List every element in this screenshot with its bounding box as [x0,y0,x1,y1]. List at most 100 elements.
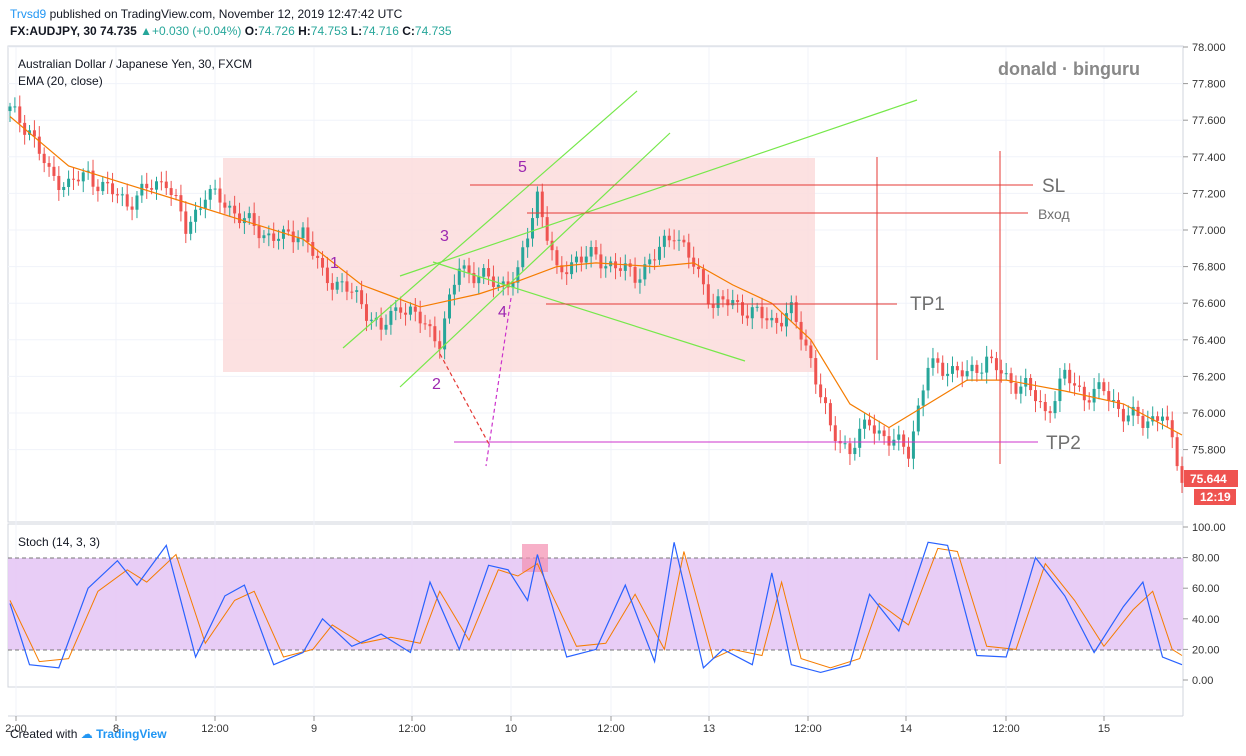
candle-body [721,296,725,300]
candle-body [184,211,188,234]
price-tick-label: 77.000 [1192,225,1226,237]
main-pane-title: Australian Dollar / Japanese Yen, 30, FX… [18,57,252,71]
candle-body [477,276,481,284]
candle-body [96,186,100,192]
candle-body [364,304,368,321]
candle-body [955,366,959,371]
candle-body [1180,466,1184,483]
candle-body [780,322,784,327]
candle-body [867,419,871,426]
candle-body [1073,383,1077,386]
candle-body [936,358,940,363]
trend-line-4[interactable] [432,261,746,362]
candle-body [643,264,647,280]
candle-body [345,281,349,292]
trend-line-3[interactable] [399,99,918,277]
candle-body [13,106,17,108]
candle-body [994,358,998,371]
candle-body [120,194,124,196]
time-tick-label: 10 [505,723,517,735]
candle-body [677,239,681,241]
candle-body [394,307,398,311]
price-axis-ticks: 78.000 77.800 77.600 77.400 77.200 77.000 76.8… [1183,42,1226,457]
author-link[interactable]: Trvsd9 [10,7,47,21]
candle-body [218,188,222,203]
candle-body [52,166,56,176]
candle-body [208,188,212,200]
candle-body [1175,437,1179,467]
candle-body [736,300,740,303]
candle-body [1009,373,1013,384]
candle-body [1126,415,1130,422]
candle-body [682,239,686,243]
candle-body [325,267,329,284]
trend-lines[interactable] [342,90,918,388]
candle-body [745,315,749,319]
candle-body [858,428,862,448]
candle-body [926,367,930,391]
candle-body [570,262,574,275]
candle-body [457,268,461,285]
candle-body [716,296,720,308]
tradingview-brand-link[interactable]: TradingView [96,727,167,741]
candle-body [467,265,471,274]
price-tick-label: 78.000 [1192,42,1226,54]
candle-body [848,443,852,455]
candle-body [76,179,80,182]
candle-body [863,419,867,429]
candle-body [985,356,989,373]
trend-line-2[interactable] [399,132,671,388]
candle-body [389,310,393,325]
stoch-tick-label: 40.00 [1192,614,1220,626]
candle-body [701,269,705,285]
ema-indicator-label: EMA (20, close) [18,74,103,88]
dashed-projection-magenta[interactable] [485,297,512,467]
time-tick-label: 12:00 [992,723,1020,735]
candle-body [1004,373,1008,375]
candle-body [1107,391,1111,401]
candle-body [1146,421,1150,428]
high-value: 74.753 [310,24,348,38]
sl-label: SL [1042,176,1065,197]
candle-body [399,307,403,313]
candle-body [159,181,163,183]
candle-body [804,339,808,346]
candle-body [482,268,486,277]
stoch-tick-label: 20.00 [1192,644,1220,656]
candle-body [316,255,320,258]
candle-body [487,268,491,277]
candle-body [428,324,432,327]
level-lines[interactable] [470,151,1033,464]
candle-body [1156,416,1160,421]
candle-body [1117,400,1121,409]
candle-body [306,227,310,242]
candle-body [369,319,373,321]
pattern-zone[interactable] [223,158,815,372]
trend-line-1[interactable] [342,90,638,349]
candle-body [648,259,652,265]
candle-body [281,229,285,239]
candle-body [1097,382,1101,389]
candle-body [965,371,969,377]
candle-body [8,106,12,112]
time-tick-label: 2:00 [5,723,26,735]
time-axis-ticks: 2:00 8 12:00 9 12:00 10 12:00 13 12:00 14 12:00 15 [5,716,1110,735]
stoch-band [8,558,1183,650]
wave-label-1: 1 [330,255,339,272]
time-tick-label: 12:00 [398,723,426,735]
candle-body [814,358,818,385]
candle-body [42,153,46,164]
wave-label-2: 2 [432,376,441,393]
candle-body [907,446,911,459]
time-tick-label: 14 [900,723,912,735]
candle-body [765,318,769,321]
candle-body [911,431,915,459]
candle-body [672,240,676,242]
candle-body [931,358,935,368]
candle-body [819,384,823,398]
dashed-projection-red[interactable] [439,353,491,447]
price-tick-label: 75.800 [1192,445,1226,457]
candle-body [1170,420,1174,438]
candle-body [633,266,637,283]
